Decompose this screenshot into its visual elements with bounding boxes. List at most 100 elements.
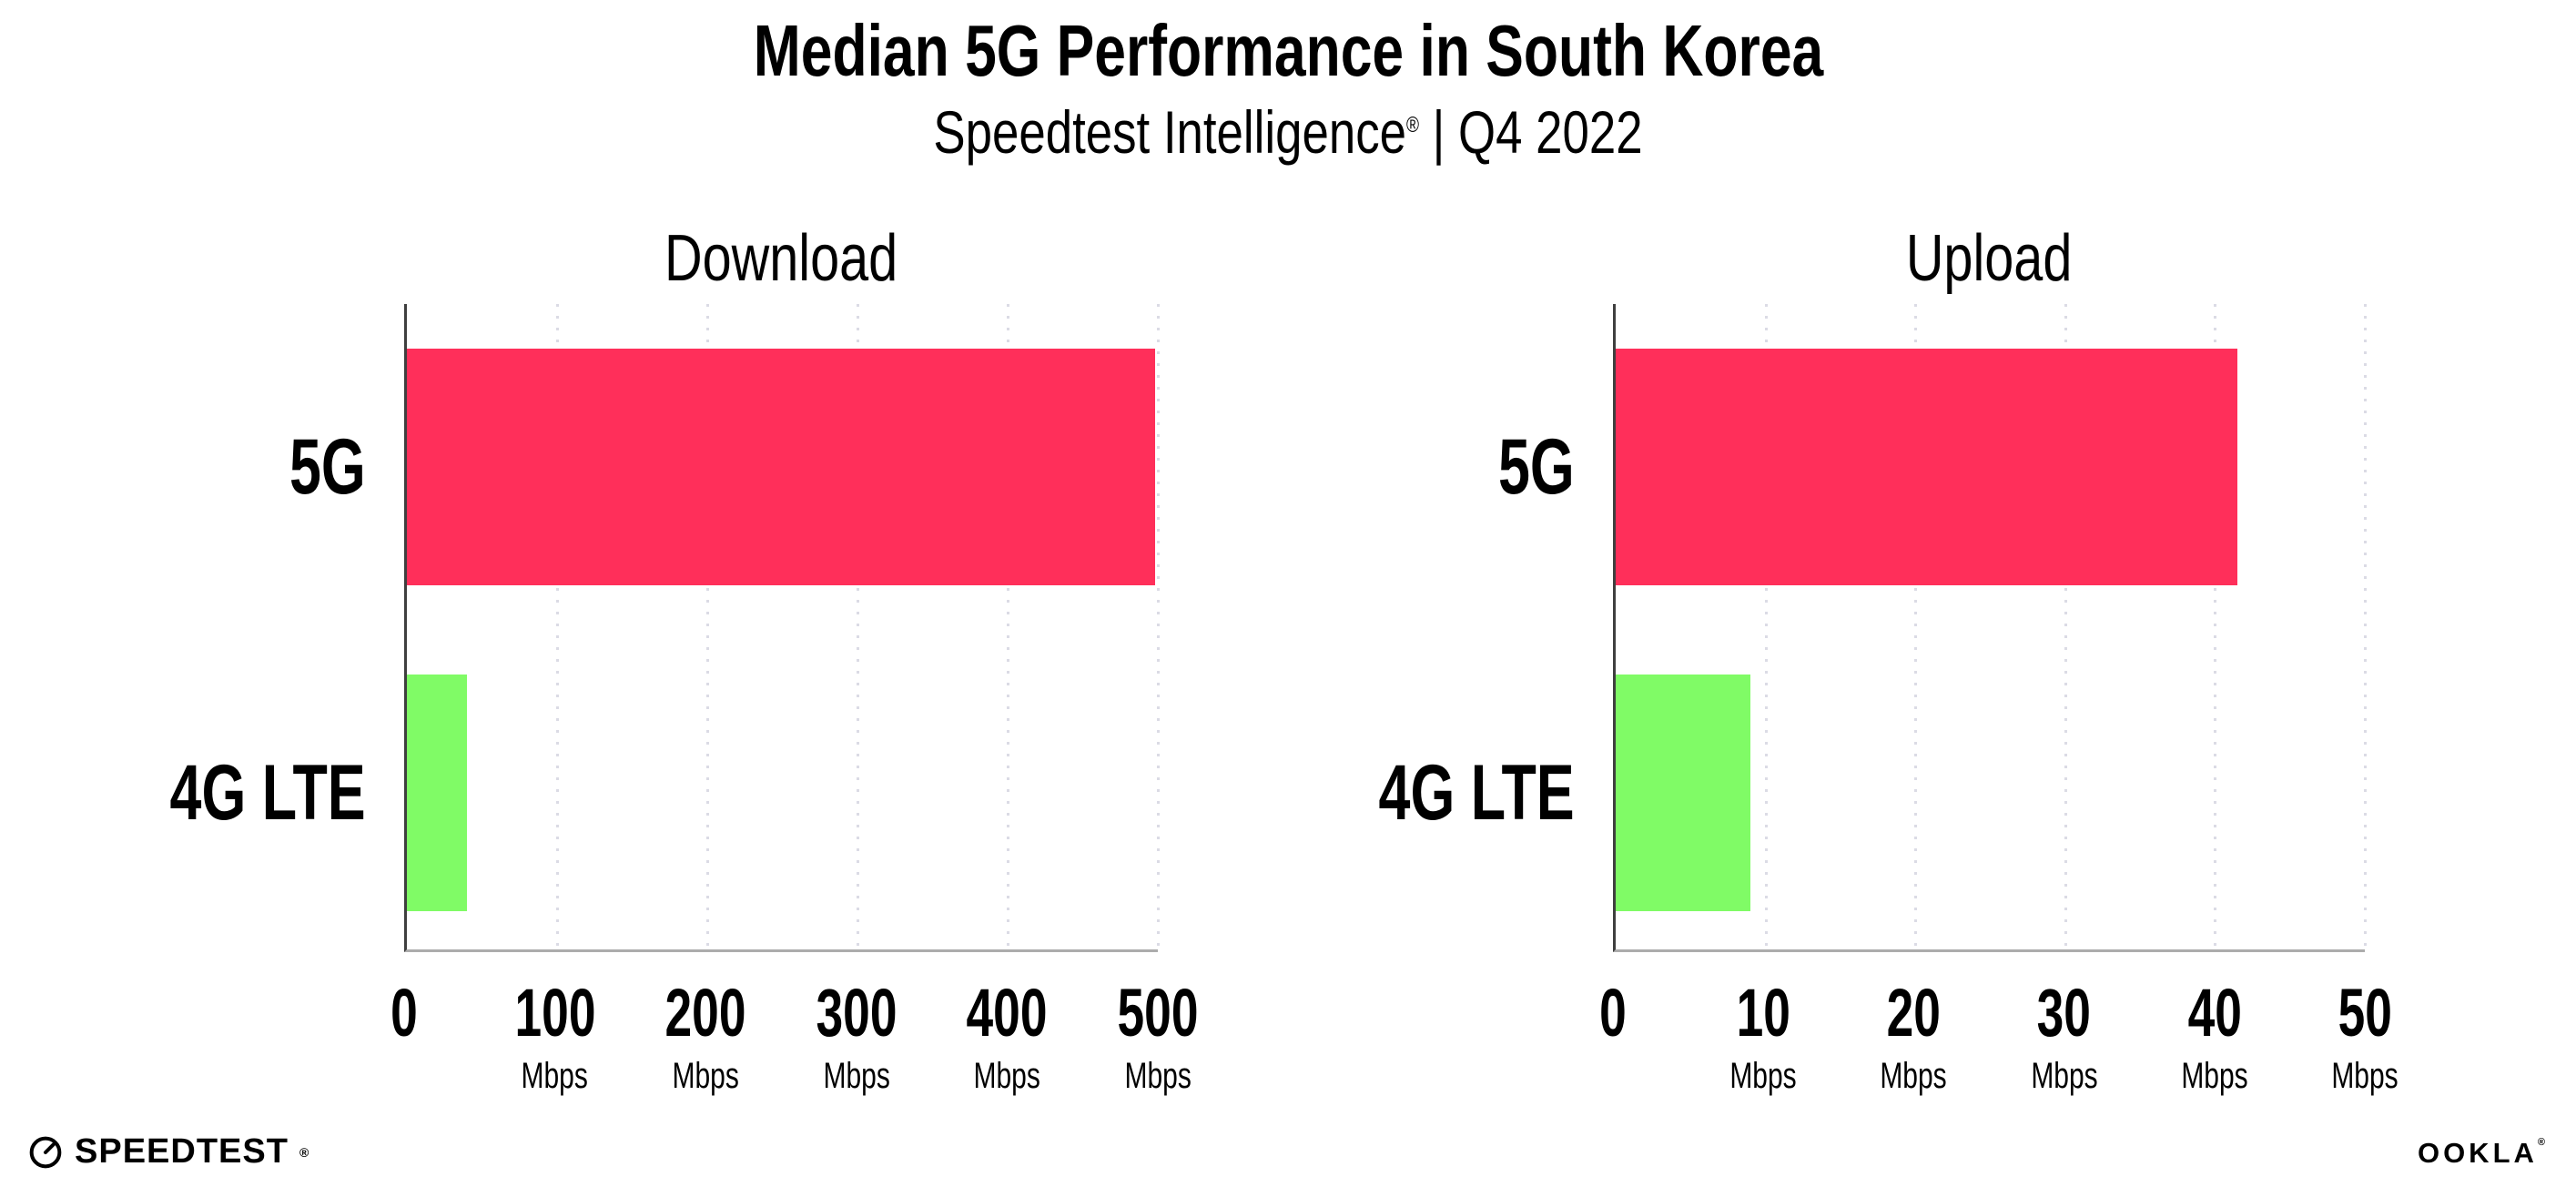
x-tick-unit: Mbps: [499, 1058, 611, 1094]
x-tick-value-text: 50: [2338, 975, 2392, 1050]
x-tick-unit: Mbps: [1869, 1058, 1958, 1094]
page-subtitle: Speedtest Intelligence® | Q4 2022: [0, 102, 2576, 162]
gridline-500: [1157, 304, 1160, 949]
x-tick-unit: Mbps: [951, 1058, 1063, 1094]
x-tick-20: 20 Mbps: [1869, 952, 1958, 1095]
x-tick-value: 50: [2320, 979, 2409, 1047]
x-tick-unit-text: Mbps: [2331, 1056, 2399, 1096]
x-tick-400: 400 Mbps: [951, 952, 1063, 1095]
upload-chart-panel: Upload 5G 4G LTE 0 10 Mbps 20 Mbps 30 Mbps 40 Mbp…: [1274, 209, 2576, 1129]
gauge-icon: [27, 1134, 64, 1171]
x-tick-100: 100 Mbps: [499, 952, 611, 1095]
x-tick-unit: Mbps: [649, 1058, 761, 1094]
category-label-text: 5G: [1498, 423, 1575, 511]
x-tick-value: 500: [1101, 979, 1213, 1047]
x-tick-unit-text: Mbps: [973, 1056, 1041, 1096]
x-tick-unit-text: Mbps: [2030, 1056, 2098, 1096]
x-tick-30: 30 Mbps: [2020, 952, 2109, 1095]
x-tick-value-text: 500: [1117, 975, 1199, 1050]
x-tick-500: 500 Mbps: [1101, 952, 1213, 1095]
category-label-4g-lte: 4G LTE: [0, 675, 366, 911]
ookla-registered-mark: ®: [2537, 1137, 2545, 1148]
x-tick-value: 0: [1594, 979, 1631, 1047]
ookla-wordmark: OOKLA: [2417, 1137, 2538, 1169]
x-tick-value: 400: [951, 979, 1063, 1047]
x-tick-unit-text: Mbps: [2181, 1056, 2248, 1096]
x-tick-10: 10 Mbps: [1719, 952, 1808, 1095]
gridline-300: [857, 304, 859, 949]
x-tick-value-text: 0: [390, 975, 418, 1050]
x-tick-value: 10: [1719, 979, 1808, 1047]
page-title-text: Median 5G Performance in South Korea: [753, 10, 1823, 91]
download-category-labels: 5G 4G LTE: [0, 304, 366, 952]
x-tick-unit-text: Mbps: [672, 1056, 739, 1096]
5g-bar: [407, 349, 1155, 585]
x-tick-value: 0: [385, 979, 422, 1047]
speedtest-logo: SPEEDTEST ®: [27, 1132, 309, 1172]
category-label-4g-lte: 4G LTE: [1274, 675, 1575, 911]
speedtest-wordmark: SPEEDTEST: [75, 1132, 289, 1171]
x-tick-value-text: 30: [2036, 975, 2092, 1050]
category-label-text: 4G LTE: [169, 749, 366, 837]
x-tick-0: 0: [1594, 952, 1631, 1047]
x-tick-value-text: 0: [1599, 975, 1627, 1050]
x-tick-200: 200 Mbps: [649, 952, 761, 1095]
x-tick-unit-text: Mbps: [1729, 1056, 1797, 1096]
upload-category-labels: 5G 4G LTE: [1274, 304, 1575, 952]
x-tick-value-text: 200: [664, 975, 746, 1050]
x-tick-unit: Mbps: [1719, 1058, 1808, 1094]
gridline-100: [556, 304, 559, 949]
x-tick-value: 200: [649, 979, 761, 1047]
x-tick-value: 100: [499, 979, 611, 1047]
category-label-text: 4G LTE: [1378, 749, 1575, 837]
x-tick-value-text: 300: [816, 975, 898, 1050]
registered-mark: ®: [1405, 113, 1419, 137]
x-tick-unit-text: Mbps: [1880, 1056, 1948, 1096]
x-tick-value-text: 40: [2187, 975, 2242, 1050]
upload-chart-title: Upload: [1613, 226, 2365, 291]
category-label-text: 5G: [289, 423, 366, 511]
x-tick-unit-text: Mbps: [823, 1056, 890, 1096]
5g-bar: [1616, 349, 2238, 585]
page-title: Median 5G Performance in South Korea: [0, 15, 2576, 87]
upload-plot-area: [1613, 304, 2367, 952]
gridline-40: [2214, 304, 2217, 949]
subtitle-brand: Speedtest Intelligence: [933, 98, 1406, 166]
ookla-logo: OOKLA®: [2418, 1137, 2545, 1170]
x-tick-value-text: 20: [1886, 975, 1942, 1050]
x-tick-unit-text: Mbps: [521, 1056, 589, 1096]
x-tick-unit: Mbps: [1101, 1058, 1213, 1094]
category-label-5g: 5G: [0, 349, 366, 585]
x-tick-unit: Mbps: [2020, 1058, 2109, 1094]
x-tick-unit: Mbps: [2170, 1058, 2259, 1094]
x-tick-value: 300: [800, 979, 912, 1047]
x-tick-value: 20: [1869, 979, 1958, 1047]
speedtest-registered-mark: ®: [299, 1144, 309, 1160]
x-tick-value: 40: [2170, 979, 2259, 1047]
chart-header: Median 5G Performance in South Korea Spe…: [0, 0, 2576, 163]
x-tick-300: 300 Mbps: [800, 952, 912, 1095]
gridline-30: [2064, 304, 2067, 949]
4g-lte-bar: [1616, 675, 1751, 911]
x-tick-value-text: 10: [1736, 975, 1790, 1050]
x-tick-unit: Mbps: [2320, 1058, 2409, 1094]
download-chart-title-text: Download: [664, 222, 898, 295]
gridline-20: [1914, 304, 1918, 949]
x-tick-unit-text: Mbps: [1124, 1056, 1192, 1096]
x-tick-value: 30: [2020, 979, 2109, 1047]
download-chart-panel: Download 5G 4G LTE 0 100 Mbps 200 Mbps 300 Mbps…: [0, 209, 1293, 1129]
gridline-200: [706, 304, 709, 949]
gridline-50: [2364, 304, 2367, 949]
4g-lte-bar: [407, 675, 467, 911]
x-tick-value-text: 400: [966, 975, 1048, 1050]
subtitle-period: | Q4 2022: [1418, 98, 1643, 166]
gridline-10: [1764, 304, 1768, 949]
x-tick-unit: Mbps: [800, 1058, 912, 1094]
x-tick-0: 0: [385, 952, 422, 1047]
download-chart-title: Download: [404, 226, 1158, 291]
upload-chart-title-text: Upload: [1905, 222, 2073, 295]
x-tick-40: 40 Mbps: [2170, 952, 2259, 1095]
download-x-axis: 0 100 Mbps 200 Mbps 300 Mbps 400 Mbps 500 Mbps: [390, 952, 1198, 1129]
category-label-5g: 5G: [1274, 349, 1575, 585]
